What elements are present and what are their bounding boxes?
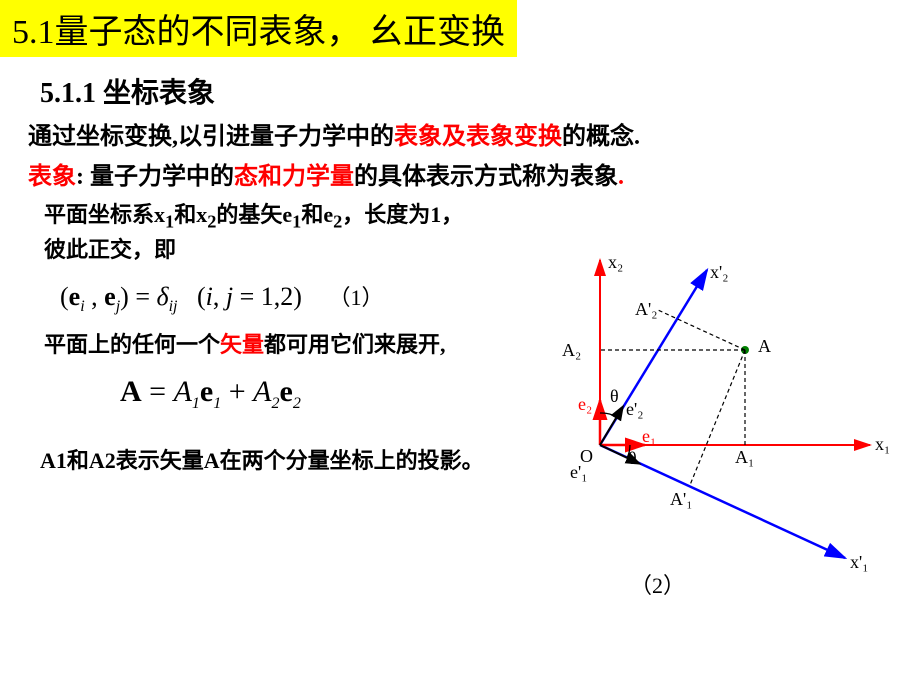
sym: A xyxy=(120,375,142,408)
text: 都可用它们来展开, xyxy=(264,332,446,357)
text: 的概念. xyxy=(562,124,640,150)
text-red: 矢量 xyxy=(220,332,264,357)
sub: 2 xyxy=(207,212,216,232)
sym: = xyxy=(149,375,173,408)
section-title: 5.1量子态的不同表象， 幺正变换 xyxy=(0,0,517,57)
label-e2: e₂ xyxy=(578,394,592,414)
label-x2: x₂ xyxy=(608,252,623,272)
label-x1: x₁ xyxy=(875,434,890,454)
label-a: A xyxy=(758,336,771,356)
subsection-title: 5.1.1 坐标表象 xyxy=(40,71,920,111)
text: 的具体表示方式称为 xyxy=(354,164,570,190)
intro-line-1: 通过坐标变换,以引进量子力学中的表象及表象变换的概念. xyxy=(28,121,920,155)
label-xp1: x'₁ xyxy=(850,552,869,572)
angle-arc-2 xyxy=(600,413,617,417)
sub: 2 xyxy=(293,395,301,412)
sym: A xyxy=(174,375,192,408)
sub: 2 xyxy=(272,395,280,412)
text: 平面上的任何一个 xyxy=(44,332,220,357)
text: 平面坐标系x xyxy=(44,202,165,227)
eq-number: （1） xyxy=(328,280,383,312)
label-ep1: e'₁ xyxy=(570,462,588,482)
label-a2: A₂ xyxy=(562,340,581,360)
text: 的基矢e xyxy=(216,202,292,227)
text: 和x xyxy=(174,202,207,227)
paragraph-2: 平面上的任何一个矢量都可用它们来展开, xyxy=(44,330,484,361)
sub: 1 xyxy=(213,395,221,412)
label-ap1: A'₁ xyxy=(670,489,693,509)
coordinate-diagram: x₁ x₂ x'₁ x'₂ O A A₁ A₂ A'₁ A'₂ e₁ e₂ e'… xyxy=(530,250,900,600)
sub: 1 xyxy=(192,395,200,412)
label-a1: A₁ xyxy=(735,447,754,467)
text-red: 表象及表象变换 xyxy=(394,124,562,150)
text: 通过坐标变换,以引进量子力学中的 xyxy=(28,124,394,150)
text: 和e xyxy=(301,202,333,227)
sym: e xyxy=(200,375,213,408)
label-e1: e₁ xyxy=(642,426,656,446)
sub: 1 xyxy=(165,212,174,232)
text-red: 表象 xyxy=(28,164,76,190)
text: 表象 xyxy=(570,164,618,190)
label-theta2: θ xyxy=(610,386,619,406)
label-theta1: θ xyxy=(628,448,637,468)
intro-line-2: 表象: 量子力学中的态和力学量的具体表示方式称为表象. xyxy=(28,161,920,195)
label-xp2: x'₂ xyxy=(710,262,729,282)
sub: 2 xyxy=(333,212,342,232)
label-ap2: A'₂ xyxy=(635,299,658,319)
sub: 1 xyxy=(292,212,301,232)
text-red: . xyxy=(618,164,624,190)
sym: A xyxy=(253,375,271,408)
label-ep2: e'₂ xyxy=(626,399,644,419)
sym: + xyxy=(229,375,253,408)
sym: e xyxy=(280,375,293,408)
paragraph-1: 平面坐标系x1和x2的基矢e1和e2，长度为1，彼此正交，即 xyxy=(44,200,484,266)
text-red: 态和力学量 xyxy=(234,164,354,190)
text: : 量子力学中的 xyxy=(76,164,234,190)
